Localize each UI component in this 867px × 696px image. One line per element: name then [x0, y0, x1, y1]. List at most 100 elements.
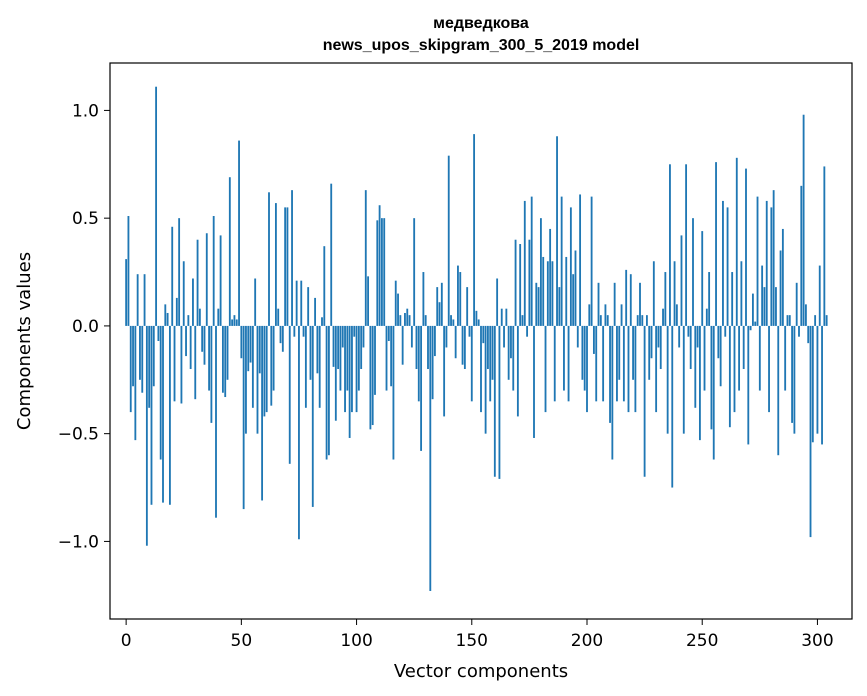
bar-81 — [311, 325, 314, 507]
bar-273 — [754, 321, 757, 326]
bar-243 — [685, 164, 688, 326]
bar-177 — [533, 325, 535, 438]
bar-205 — [597, 282, 600, 326]
bar-242 — [682, 325, 685, 434]
bar-214 — [618, 325, 621, 380]
bar-80 — [309, 325, 312, 380]
bar-236 — [669, 164, 671, 326]
bar-2 — [129, 325, 132, 413]
bar-279 — [768, 325, 770, 413]
y-axis-ticks: −1.0 −0.5 0.0 0.5 1.0 — [58, 101, 110, 552]
bar-244 — [687, 325, 690, 337]
bar-141 — [450, 315, 452, 326]
bar-58 — [258, 325, 261, 374]
bar-238 — [673, 261, 676, 326]
bar-128 — [420, 325, 423, 451]
bar-264 — [733, 325, 736, 413]
bar-191 — [565, 256, 568, 326]
bar-270 — [747, 325, 750, 445]
bar-20 — [171, 226, 174, 326]
bar-203 — [592, 325, 595, 354]
bar-201 — [588, 304, 591, 326]
bar-74 — [295, 280, 298, 326]
bar-14 — [157, 325, 160, 341]
bar-53 — [247, 325, 250, 372]
chart-subtitle: news_upos_skipgram_300_5_2019 model — [323, 37, 640, 54]
bar-72 — [291, 190, 293, 326]
y-tick-label-2: 0.0 — [72, 317, 99, 337]
bar-229 — [652, 261, 655, 326]
bar-88 — [327, 325, 330, 456]
bar-41 — [219, 235, 222, 326]
bar-157 — [486, 325, 489, 370]
bar-79 — [307, 287, 310, 326]
bar-17 — [164, 304, 167, 326]
bar-26 — [185, 325, 187, 357]
x-tick-label-2: 100 — [340, 631, 372, 651]
bar-251 — [703, 325, 706, 391]
bar-166 — [507, 325, 510, 380]
bar-50 — [240, 325, 243, 359]
bar-61 — [265, 325, 268, 413]
bar-108 — [374, 325, 376, 395]
bar-52 — [245, 325, 247, 434]
bar-91 — [334, 325, 337, 421]
bar-106 — [369, 325, 372, 430]
bar-131 — [427, 325, 429, 370]
bar-231 — [657, 325, 660, 348]
bar-0 — [125, 259, 128, 326]
bar-87 — [325, 325, 328, 460]
bar-66 — [277, 308, 280, 326]
bar-126 — [415, 325, 418, 370]
bar-182 — [544, 325, 547, 413]
bar-113 — [385, 325, 388, 391]
bar-250 — [701, 231, 704, 326]
bar-90 — [332, 325, 335, 367]
bar-84 — [318, 325, 321, 408]
bar-46 — [231, 319, 234, 326]
bar-207 — [602, 325, 605, 402]
bar-155 — [482, 325, 485, 344]
bar-223 — [639, 282, 641, 326]
bar-28 — [189, 325, 192, 370]
bar-195 — [574, 250, 577, 326]
bar-111 — [380, 218, 383, 326]
bar-99 — [353, 325, 356, 337]
bar-193 — [569, 207, 572, 326]
bar-100 — [355, 325, 358, 413]
bar-209 — [606, 315, 609, 326]
bar-210 — [609, 325, 611, 423]
bar-48 — [235, 319, 238, 326]
bar-51 — [242, 325, 245, 510]
bar-16 — [162, 325, 164, 503]
bar-114 — [387, 325, 390, 341]
bar-239 — [675, 304, 678, 326]
bar-245 — [689, 325, 692, 370]
bar-172 — [521, 315, 524, 326]
bar-281 — [772, 190, 775, 326]
bar-29 — [192, 278, 194, 326]
bar-94 — [341, 325, 344, 348]
bar-19 — [168, 325, 171, 505]
bar-24 — [180, 325, 183, 404]
bar-168 — [512, 325, 515, 391]
bar-258 — [719, 325, 722, 387]
y-tick-label-4: 1.0 — [72, 101, 99, 121]
bar-256 — [715, 162, 717, 326]
bars-group — [125, 86, 828, 591]
bar-32 — [198, 308, 201, 326]
bar-118 — [397, 293, 399, 326]
bar-137 — [440, 282, 443, 326]
bar-120 — [401, 325, 404, 365]
bar-59 — [261, 325, 264, 501]
bar-176 — [530, 196, 533, 326]
bar-215 — [620, 304, 623, 326]
bar-302 — [821, 325, 823, 445]
bar-224 — [641, 315, 644, 326]
bar-200 — [586, 325, 588, 413]
bar-298 — [811, 325, 814, 443]
bar-151 — [473, 134, 476, 326]
bar-206 — [599, 315, 602, 326]
bar-102 — [360, 325, 363, 370]
bar-165 — [505, 308, 508, 326]
